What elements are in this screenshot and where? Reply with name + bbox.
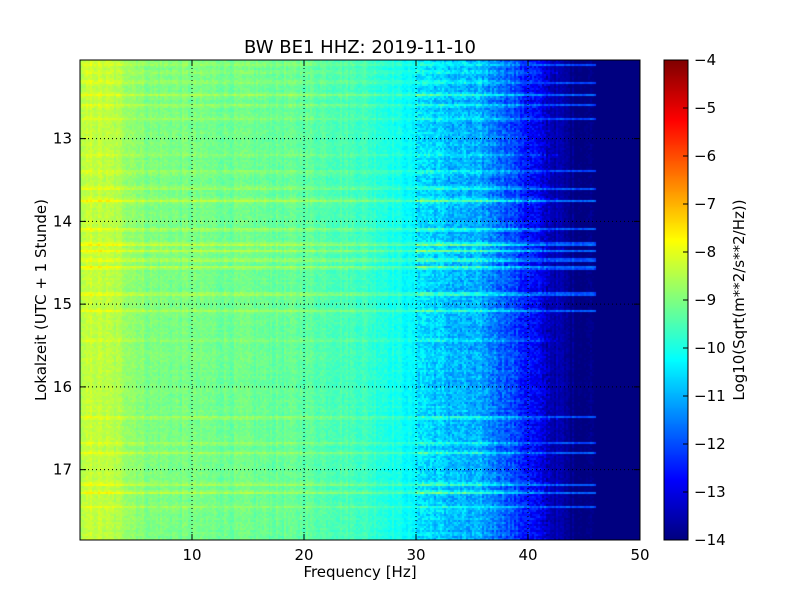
colorbar-tick-label: −14 — [694, 531, 726, 549]
grid-lines — [80, 60, 640, 540]
colorbar-tick-label: −13 — [694, 483, 726, 501]
colorbar-label: Log10(Sqrt(m**2/s**2/Hz)) — [730, 199, 748, 400]
y-axis-label: Lokalzeit (UTC + 1 Stunde) — [32, 199, 50, 401]
chart-title: BW BE1 HHZ: 2019-11-10 — [244, 37, 476, 58]
colorbar-tick-label: −7 — [694, 195, 716, 213]
spectrogram-canvas — [80, 60, 640, 540]
x-tick-label: 50 — [630, 546, 649, 564]
colorbar-tick-label: −8 — [694, 243, 716, 261]
colorbar-tick-label: −10 — [694, 339, 726, 357]
y-tick-label: 17 — [53, 461, 72, 479]
colorbar: −14 −13 −12 −11 −10 −9 −8 −7 −6 −5 −4 — [663, 51, 726, 549]
colorbar-tick-label: −5 — [694, 99, 716, 117]
y-tick-label: 13 — [53, 130, 72, 148]
colorbar-tick-label: −12 — [694, 435, 726, 453]
x-tick-label: 10 — [182, 546, 201, 564]
x-axis-label: Frequency [Hz] — [303, 563, 416, 581]
colorbar-tick-label: −11 — [694, 387, 726, 405]
x-tick-label: 20 — [294, 546, 313, 564]
y-axis: 13 14 15 16 17 — [53, 130, 640, 479]
colorbar-tick-label: −6 — [694, 147, 716, 165]
plot-frame — [79, 59, 641, 541]
x-axis: 10 20 30 40 50 — [182, 60, 650, 564]
x-tick-label: 40 — [518, 546, 537, 564]
x-tick-label: 30 — [406, 546, 425, 564]
spectrogram-heatmap — [80, 60, 640, 540]
colorbar-tick-label: −9 — [694, 291, 716, 309]
colorbar-ticks: −14 −13 −12 −11 −10 −9 −8 −7 −6 −5 −4 — [683, 51, 726, 549]
y-tick-label: 15 — [53, 295, 72, 313]
colorbar-tick-label: −4 — [694, 51, 716, 69]
y-tick-label: 14 — [53, 212, 72, 230]
y-tick-label: 16 — [53, 378, 72, 396]
